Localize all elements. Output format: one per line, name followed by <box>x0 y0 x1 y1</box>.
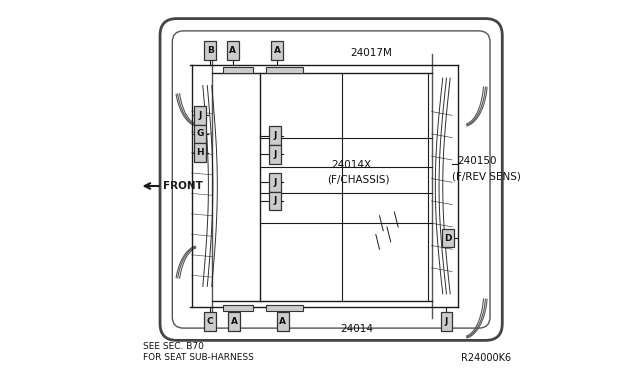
Text: J: J <box>274 196 277 205</box>
Text: (F/CHASSIS): (F/CHASSIS) <box>328 175 390 185</box>
FancyBboxPatch shape <box>204 41 216 60</box>
FancyBboxPatch shape <box>440 312 452 331</box>
Text: 240150: 240150 <box>458 156 497 166</box>
Text: (F/REV SENS): (F/REV SENS) <box>452 171 521 181</box>
FancyBboxPatch shape <box>277 312 289 331</box>
Text: H: H <box>196 148 204 157</box>
Text: J: J <box>274 150 277 159</box>
Text: A: A <box>274 46 281 55</box>
FancyBboxPatch shape <box>160 19 502 340</box>
Text: J: J <box>274 178 277 187</box>
FancyBboxPatch shape <box>269 192 282 210</box>
Text: FOR SEAT SUB-HARNESS: FOR SEAT SUB-HARNESS <box>143 353 254 362</box>
Bar <box>223 305 253 311</box>
Text: J: J <box>274 131 277 140</box>
Bar <box>266 305 303 311</box>
FancyBboxPatch shape <box>195 143 206 162</box>
Text: C: C <box>207 317 214 326</box>
FancyBboxPatch shape <box>195 106 206 125</box>
Text: FRONT: FRONT <box>163 181 203 191</box>
Bar <box>266 67 303 73</box>
Text: A: A <box>231 317 238 326</box>
FancyBboxPatch shape <box>195 125 206 143</box>
Text: 24017M: 24017M <box>349 48 392 58</box>
Text: G: G <box>196 129 204 138</box>
FancyBboxPatch shape <box>271 41 283 60</box>
Text: SEE SEC. B70: SEE SEC. B70 <box>143 342 204 351</box>
FancyBboxPatch shape <box>269 173 282 192</box>
Text: D: D <box>445 234 452 243</box>
FancyBboxPatch shape <box>228 312 241 331</box>
FancyBboxPatch shape <box>204 312 216 331</box>
FancyBboxPatch shape <box>442 229 454 247</box>
Text: 24014X: 24014X <box>331 160 371 170</box>
Text: 24014: 24014 <box>340 324 374 334</box>
Text: J: J <box>198 111 202 120</box>
Bar <box>223 67 253 73</box>
FancyBboxPatch shape <box>172 31 490 328</box>
FancyBboxPatch shape <box>269 126 282 145</box>
Text: R24000K6: R24000K6 <box>461 353 511 363</box>
Text: J: J <box>445 317 448 326</box>
Text: B: B <box>207 46 214 55</box>
FancyBboxPatch shape <box>269 145 282 164</box>
Text: A: A <box>229 46 236 55</box>
Text: A: A <box>279 317 286 326</box>
FancyBboxPatch shape <box>227 41 239 60</box>
